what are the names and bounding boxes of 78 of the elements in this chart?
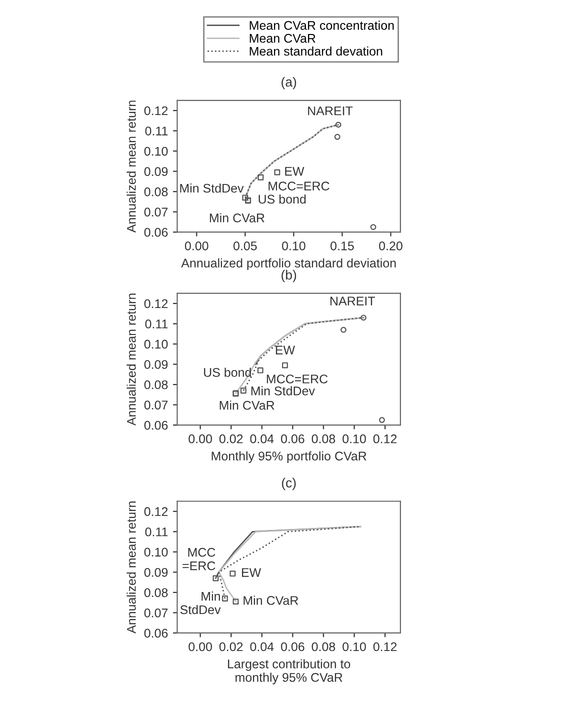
x-tick-label: 0.10 xyxy=(342,434,366,444)
annotation: Min StdDev xyxy=(180,592,221,614)
y-tick-label: 0.11 xyxy=(145,527,168,536)
y-tick-label: 0.08 xyxy=(144,380,168,390)
y-tick-label: 0.08 xyxy=(144,187,168,196)
y-tick-label: 0.09 xyxy=(144,568,168,577)
x-tick-label: 0.02 xyxy=(219,642,243,652)
legend-label: Mean CVaR xyxy=(250,34,316,43)
chart-title: (a) xyxy=(282,76,296,90)
y-tick-label: 0.08 xyxy=(144,588,168,598)
annotation: Min CVaR xyxy=(244,596,298,605)
x-tick-label: 0.00 xyxy=(188,642,212,652)
x-tick-label: 0.06 xyxy=(281,642,304,652)
y-tick-label: 0.06 xyxy=(144,628,168,638)
x-tick-label: 0.20 xyxy=(379,241,402,250)
legend-label: Mean CVaR concentration xyxy=(250,20,394,30)
y-tick-label: 0.09 xyxy=(144,167,168,176)
x-tick-label: 0.00 xyxy=(188,434,212,444)
annotation: MCC=ERC xyxy=(266,374,328,384)
point xyxy=(282,362,288,368)
x-tick-label: 0.12 xyxy=(373,434,397,444)
y-tick-label: 0.06 xyxy=(144,420,168,430)
chart-title: (c) xyxy=(282,478,296,490)
chart-title: (b) xyxy=(282,270,296,282)
x-tick-label: 0.10 xyxy=(282,241,306,250)
annotation: MCC=ERC xyxy=(268,182,330,190)
x-tick-label: 0.12 xyxy=(373,642,397,652)
x-tick-label: 0.04 xyxy=(250,434,274,444)
annotation: EW xyxy=(242,568,262,577)
annotation: US bond xyxy=(258,194,306,204)
y-tick-label: 0.10 xyxy=(144,340,168,349)
y-tick-label: 0.06 xyxy=(144,228,168,237)
y-tick-label: 0.07 xyxy=(144,608,168,618)
y-tick-label: 0.12 xyxy=(144,106,168,116)
x-tick-label: 0.02 xyxy=(219,434,243,444)
x-axis-title: Largest contribution to monthly 95% CVaR xyxy=(228,659,350,684)
y-tick-label: 0.10 xyxy=(144,548,168,557)
y-tick-label: 0.12 xyxy=(144,299,168,308)
x-tick-label: 0.08 xyxy=(312,642,336,652)
y-tick-label: 0.07 xyxy=(144,400,168,410)
x-tick-label: 0.08 xyxy=(312,434,336,444)
point xyxy=(222,596,228,602)
y-tick-label: 0.09 xyxy=(144,360,168,369)
annotation: EW xyxy=(285,166,304,176)
x-tick-label: 0.05 xyxy=(233,241,257,250)
x-tick-label: 0.10 xyxy=(342,642,366,652)
y-axis-title: Annualized mean return xyxy=(126,100,136,233)
x-tick-label: 0.15 xyxy=(330,241,354,250)
annotation: US bond xyxy=(204,368,251,377)
annotation: NAREIT xyxy=(330,296,376,306)
point xyxy=(274,169,280,176)
y-tick-label: 0.07 xyxy=(144,208,168,216)
x-axis-title: Annualized portfolio standard deviation xyxy=(181,258,396,270)
point xyxy=(257,367,264,374)
legend-label: Mean standard devation xyxy=(250,46,382,56)
point xyxy=(230,570,236,577)
point xyxy=(212,575,219,582)
y-tick-label: 0.10 xyxy=(144,146,168,156)
point xyxy=(240,388,246,394)
x-tick-label: 0.00 xyxy=(184,241,208,250)
annotation: Min CVaR xyxy=(210,213,264,222)
y-tick-label: 0.12 xyxy=(144,507,168,516)
point xyxy=(242,194,248,201)
y-axis-title: Annualized mean return xyxy=(126,294,136,426)
annotation: Min StdDev xyxy=(251,386,315,396)
y-tick-label: 0.11 xyxy=(145,126,168,136)
x-tick-label: 0.04 xyxy=(250,642,274,652)
annotation: Min StdDev xyxy=(180,184,244,193)
annotation: MCC =ERC xyxy=(182,548,216,570)
annotation: Min CVaR xyxy=(220,400,274,410)
annotation: NAREIT xyxy=(308,106,353,116)
point xyxy=(258,174,264,180)
y-axis-title: Annualized mean return xyxy=(126,502,136,634)
x-axis-title: Monthly 95% portfolio CVaR xyxy=(212,451,366,463)
y-tick-label: 0.11 xyxy=(145,320,168,328)
annotation: EW xyxy=(276,346,296,354)
point xyxy=(232,598,239,605)
x-tick-label: 0.06 xyxy=(281,434,304,444)
